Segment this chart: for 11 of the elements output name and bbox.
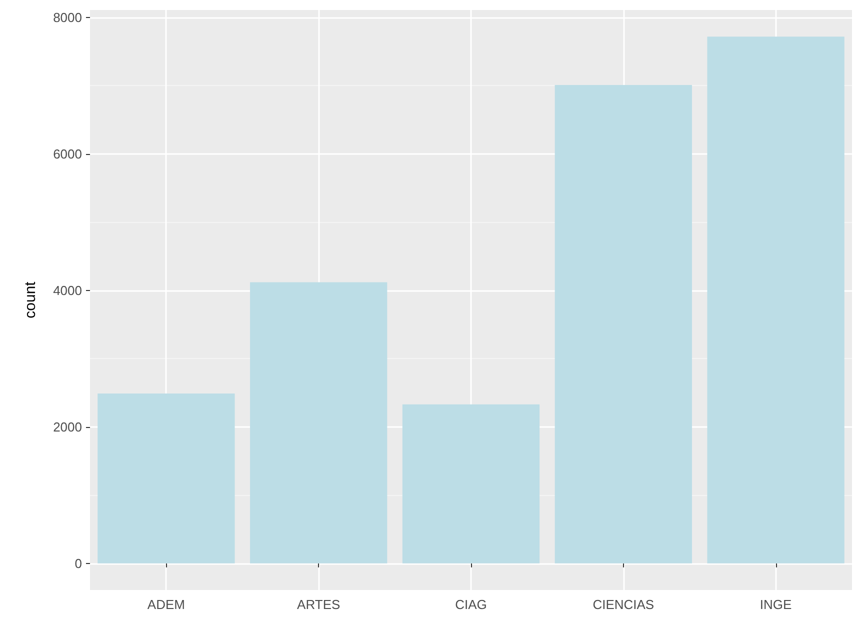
y-tick-label: 6000 (53, 146, 82, 162)
y-tick-label: 2000 (53, 419, 82, 434)
x-tick-label: ARTES (297, 597, 340, 612)
y-tick-label: 0 (74, 556, 82, 571)
x-tick-label: ADEM (147, 597, 185, 612)
x-tick-label: CIENCIAS (592, 597, 654, 612)
y-tick-label: 4000 (53, 282, 82, 298)
x-tick-label: INGE (760, 597, 792, 612)
y-axis-title: count (22, 280, 39, 318)
y-tick-label: 8000 (53, 10, 82, 26)
x-tick-label: CIAG (455, 597, 487, 612)
